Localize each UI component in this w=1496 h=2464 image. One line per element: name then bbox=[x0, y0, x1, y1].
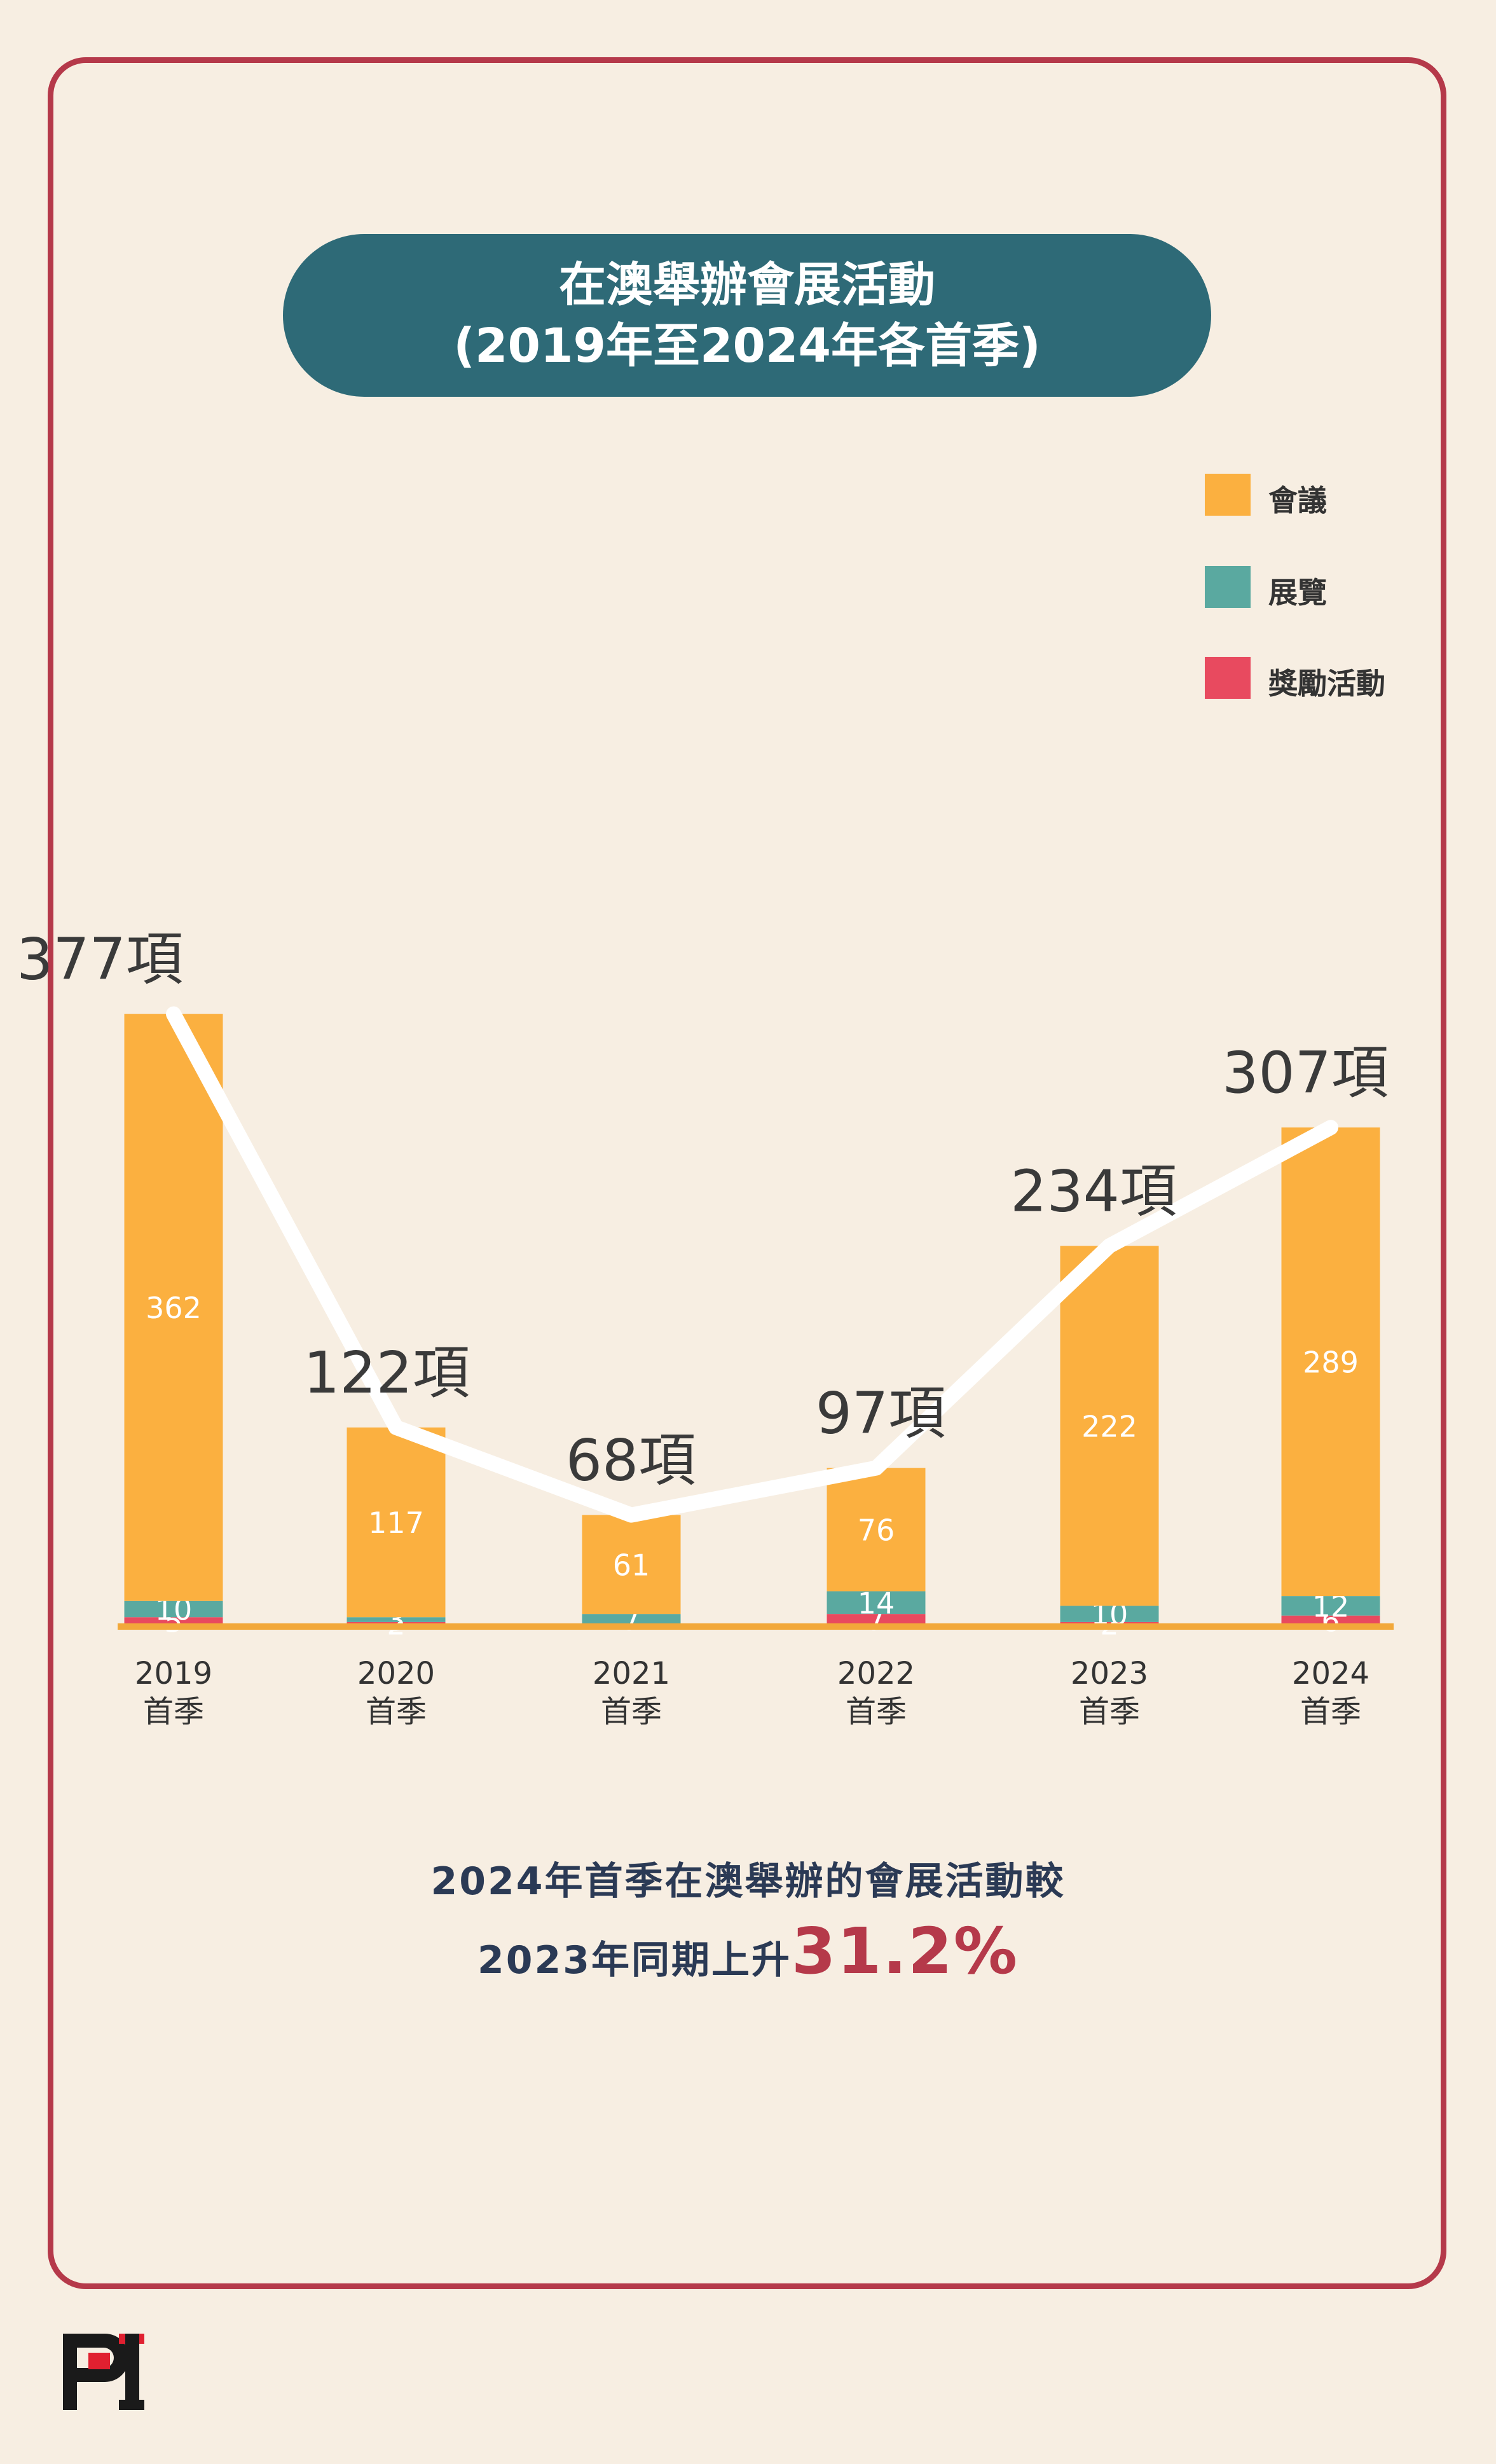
x-tick-year-2023: 2023 bbox=[1071, 1656, 1148, 1691]
bar-segment-label-2022-s2: 76 bbox=[858, 1513, 895, 1548]
legend-swatch-incentives bbox=[1205, 657, 1251, 699]
bar-segment-2019-s0 bbox=[124, 1617, 223, 1625]
chart-title-line2: (2019年至2024年各首季) bbox=[453, 319, 1041, 373]
bar-segment-2022-s1 bbox=[827, 1591, 926, 1614]
x-tick-year-2020: 2020 bbox=[357, 1656, 435, 1691]
x-tick-quarter-2021: 首季 bbox=[601, 1694, 662, 1730]
x-tick-quarter-2020: 首季 bbox=[366, 1694, 427, 1730]
total-label-2019: 377項 bbox=[17, 926, 183, 993]
chart-title: 在澳舉辦會展活動 (2019年至2024年各首季) bbox=[283, 234, 1211, 397]
legend-swatch-exhibitions bbox=[1205, 566, 1251, 608]
x-tick-quarter-2022: 首季 bbox=[846, 1694, 907, 1730]
pi-logo-icon bbox=[63, 2334, 144, 2410]
x-tick-quarter-2023: 首季 bbox=[1079, 1694, 1140, 1730]
x-tick-quarter-2019: 首季 bbox=[143, 1694, 204, 1730]
card-frame bbox=[48, 57, 1446, 2289]
total-label-2023: 234項 bbox=[1010, 1158, 1177, 1225]
bar-segment-2020-s1 bbox=[347, 1617, 446, 1622]
x-tick-year-2021: 2021 bbox=[593, 1656, 670, 1691]
bar-segment-2024-s2 bbox=[1281, 1127, 1380, 1597]
total-label-2020: 122項 bbox=[303, 1340, 470, 1407]
bar-segment-2019-s2 bbox=[124, 1014, 223, 1601]
total-label-2022: 97項 bbox=[816, 1380, 946, 1447]
bar-segment-2024-s0 bbox=[1281, 1615, 1380, 1625]
total-label-2021: 68項 bbox=[566, 1428, 696, 1494]
x-tick-year-2019: 2019 bbox=[135, 1656, 212, 1691]
growth-percentage: 31.2% bbox=[792, 1914, 1019, 1988]
total-trend-line bbox=[166, 1006, 1338, 1523]
x-tick-quarter-2024: 首季 bbox=[1300, 1694, 1361, 1730]
bar-segment-label-2022-s1: 14 bbox=[858, 1586, 895, 1620]
summary-note-line2: 2023年同期上升31.2% bbox=[0, 1914, 1496, 1988]
bar-segment-label-2020-s2: 117 bbox=[368, 1506, 424, 1540]
bar-segment-2022-s2 bbox=[827, 1468, 926, 1592]
bar-segment-label-2024-s2: 289 bbox=[1303, 1346, 1359, 1380]
summary-note-prefix: 2023年同期上升 bbox=[477, 1938, 792, 1983]
bar-segment-2022-s0 bbox=[827, 1614, 926, 1625]
legend-label-meetings: 會議 bbox=[1268, 483, 1327, 518]
legend-label-exhibitions: 展覽 bbox=[1268, 575, 1327, 610]
bar-segment-2024-s1 bbox=[1281, 1596, 1380, 1616]
total-label-2024: 307項 bbox=[1222, 1040, 1389, 1106]
bar-segment-label-2021-s2: 61 bbox=[613, 1548, 650, 1582]
bar-segment-2023-s1 bbox=[1060, 1606, 1159, 1622]
legend-swatch-meetings bbox=[1205, 474, 1251, 516]
bar-segment-2021-s2 bbox=[582, 1515, 681, 1614]
x-tick-year-2024: 2024 bbox=[1292, 1656, 1369, 1691]
legend-label-incentives: 獎勵活動 bbox=[1268, 666, 1385, 701]
bar-segment-2020-s2 bbox=[347, 1427, 446, 1618]
bar-segment-2019-s1 bbox=[124, 1600, 223, 1618]
chart-title-line1: 在澳舉辦會展活動 bbox=[559, 257, 935, 312]
x-tick-year-2022: 2022 bbox=[837, 1656, 915, 1691]
bar-segment-2021-s1 bbox=[582, 1614, 681, 1625]
bar-segment-2023-s2 bbox=[1060, 1246, 1159, 1606]
summary-note-line1: 2024年首季在澳舉辦的會展活動較 bbox=[430, 1859, 1066, 1904]
bar-segment-label-2019-s2: 362 bbox=[146, 1291, 202, 1325]
bar-segment-label-2023-s2: 222 bbox=[1081, 1409, 1137, 1443]
